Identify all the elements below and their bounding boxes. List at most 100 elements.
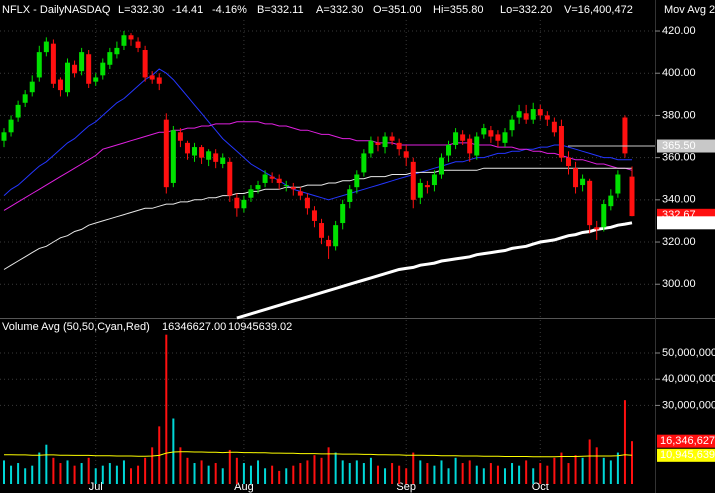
volume-bar	[567, 463, 570, 484]
candle-body	[375, 142, 381, 145]
candle-body	[319, 223, 325, 238]
candle-body	[50, 43, 56, 84]
candle-body	[227, 161, 233, 196]
volume-bar	[165, 334, 168, 484]
volume-bar	[447, 468, 450, 484]
volume-bar	[518, 465, 521, 484]
candle-body	[86, 54, 92, 84]
volume-bar	[80, 463, 83, 484]
volume-bar	[553, 457, 556, 484]
candle-body	[192, 147, 198, 156]
volume-bar	[285, 468, 288, 484]
candle-body	[43, 41, 49, 53]
volume-bar	[101, 465, 104, 484]
header-item: B=332.11	[257, 4, 304, 16]
volume-bar	[94, 468, 97, 484]
candle-body	[460, 134, 466, 141]
candle-body	[57, 79, 63, 91]
volume-bar	[327, 447, 330, 484]
volume-bar	[503, 468, 506, 484]
volume-label-box	[657, 434, 715, 448]
volume-bar	[489, 463, 492, 484]
volume-bar	[257, 460, 260, 484]
volume-label: 16,346,627	[660, 435, 715, 447]
volume-bar	[623, 400, 626, 484]
volume-bar	[313, 455, 316, 484]
volume-bar	[525, 460, 528, 484]
volume-bar	[73, 465, 76, 484]
candle-body	[262, 174, 268, 183]
volume-bar	[31, 465, 34, 484]
volume-bar	[369, 457, 372, 484]
candle-body	[389, 136, 395, 141]
volume-bar	[87, 457, 90, 484]
volume-bar	[405, 468, 408, 484]
line-series	[236, 221, 633, 320]
y-tick-label: 50,000,000	[662, 347, 715, 359]
candle-body	[446, 144, 452, 156]
y-tick-label: 360.00	[662, 152, 696, 164]
candle-body	[354, 174, 360, 188]
volume-bar	[631, 441, 633, 484]
volume-bar	[334, 452, 337, 484]
volume-bar	[560, 452, 563, 484]
candle-body	[424, 185, 430, 188]
header-item: -4.16%	[212, 4, 247, 16]
candle-body	[15, 104, 21, 118]
candle-body	[488, 130, 494, 137]
x-tick-label: Aug	[234, 481, 254, 493]
line-series	[3, 167, 632, 270]
candle-body	[622, 117, 628, 154]
candle-body	[396, 142, 402, 150]
volume-bar	[511, 463, 514, 484]
volume-bar	[52, 457, 55, 484]
candle-body	[382, 136, 388, 148]
volume-bar	[172, 418, 175, 484]
volume-bar	[228, 449, 231, 484]
volume-bar	[45, 444, 48, 484]
candle-body	[79, 52, 85, 72]
volume-bar	[348, 463, 351, 484]
candle-body	[580, 178, 586, 186]
candle-body	[594, 227, 600, 230]
candle-body	[297, 191, 303, 196]
candle-body	[495, 134, 501, 141]
candle-body	[220, 157, 226, 164]
volume-bar	[38, 452, 41, 484]
y-tick-label: 380.00	[662, 109, 696, 121]
candle-body	[177, 132, 183, 141]
candle-body	[608, 195, 614, 207]
candle-body	[184, 142, 190, 154]
candle-body	[311, 210, 317, 221]
volume-bar	[186, 457, 189, 484]
volume-bar	[214, 463, 217, 484]
header-item: Hi=355.80	[433, 4, 483, 16]
x-tick-label: Oct	[532, 481, 549, 493]
candle-body	[304, 197, 310, 209]
line-series	[4, 451, 633, 458]
candle-body	[114, 47, 120, 55]
volume-bar	[66, 460, 69, 484]
header-item: -14.41	[172, 4, 203, 16]
candle-body	[234, 197, 240, 209]
candle-body	[1, 132, 7, 141]
candle-body	[516, 111, 522, 118]
candle-body	[551, 121, 557, 133]
candle-body	[213, 153, 219, 162]
candle-body	[333, 225, 339, 247]
volume-bar	[426, 463, 429, 484]
volume-bar	[475, 465, 478, 484]
candle-body	[565, 157, 571, 167]
volume-bar	[320, 457, 323, 484]
candle-body	[417, 182, 423, 198]
header-item: Mov Avg 2	[664, 4, 715, 16]
volume-bar	[398, 465, 401, 484]
volume-bar	[384, 468, 387, 484]
candle-body	[453, 132, 459, 145]
header-item: NFLX - Daily	[2, 4, 65, 16]
volume-bar	[108, 463, 111, 484]
candle-body	[544, 115, 550, 120]
volume-bar	[299, 463, 302, 484]
volume-bar	[115, 465, 118, 484]
